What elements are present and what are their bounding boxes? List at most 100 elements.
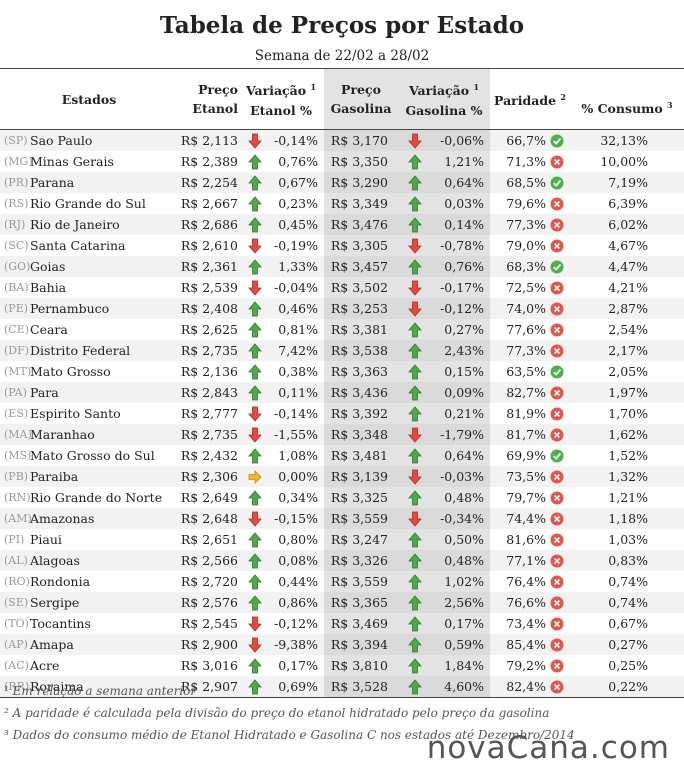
up-icon <box>408 153 422 169</box>
price-etanol: R$ 2,254 <box>178 172 238 193</box>
variation-wrap: 1,08% <box>238 447 324 464</box>
variation-cell: 0,76% <box>398 256 490 277</box>
variation-wrap: 0,48% <box>398 552 490 569</box>
up-icon <box>408 384 422 400</box>
state-abbr: (SC) <box>4 239 29 252</box>
parity-wrap: 68,3% <box>490 259 570 275</box>
up-icon <box>408 363 422 379</box>
price-gasolina: R$ 3,502 <box>324 277 398 298</box>
state-name: Parana <box>30 172 178 193</box>
header-sup: 3 <box>667 99 673 110</box>
up-icon <box>408 405 422 421</box>
parity-value: 74,0% <box>506 301 546 316</box>
variation-wrap: -0,12% <box>398 301 490 317</box>
parity-cell: 81,6% <box>490 529 570 550</box>
up-icon <box>408 258 422 274</box>
variation-wrap: 0,17% <box>398 615 490 632</box>
up-icon <box>248 363 262 379</box>
header-text: Gasolina % <box>405 102 483 118</box>
variation-cell: 0,09% <box>398 382 490 403</box>
variation-value: -0,34% <box>440 511 484 526</box>
price-etanol: R$ 2,667 <box>180 196 238 211</box>
table-row: (PA) Para R$ 2,843 0,11% R$ 3,436 0,09% 82,7% 1… <box>0 382 684 403</box>
state-abbr: (PA) <box>0 382 30 403</box>
up-icon <box>408 573 422 589</box>
variation-wrap: 1,21% <box>398 153 490 170</box>
variation-value: 0,67% <box>278 175 318 190</box>
parity-value: 77,6% <box>506 322 546 337</box>
no-icon <box>550 512 564 525</box>
price-etanol: R$ 2,136 <box>180 364 238 379</box>
parity-cell: 74,0% <box>490 298 570 319</box>
variation-wrap: -0,17% <box>398 280 490 296</box>
up-icon <box>248 300 262 316</box>
up-icon <box>248 384 262 400</box>
variation-cell: 0,27% <box>398 319 490 340</box>
parity-wrap: 79,7% <box>490 490 570 506</box>
variation-wrap: 0,21% <box>398 405 490 422</box>
down-icon <box>408 133 422 149</box>
state-name: Maranhao <box>30 424 178 445</box>
state-name: Bahia <box>30 280 67 295</box>
state-name: Pernambuco <box>30 298 178 319</box>
state-name: Para <box>30 382 178 403</box>
parity-cell: 81,7% <box>490 424 570 445</box>
price-etanol: R$ 2,649 <box>180 490 238 505</box>
variation-wrap: 0,86% <box>238 594 324 611</box>
state-abbr: (PR) <box>0 172 30 193</box>
variation-cell: -9,38% <box>238 634 324 655</box>
parity-cell: 79,2% <box>490 655 570 676</box>
state-abbr: (RJ) <box>0 214 30 235</box>
header-text: Gasolina <box>330 101 392 116</box>
variation-value: 0,86% <box>278 595 318 610</box>
variation-cell: -0,78% <box>398 235 490 256</box>
price-etanol: R$ 2,408 <box>178 298 238 319</box>
down-icon <box>248 637 262 653</box>
variation-wrap: -0,03% <box>398 469 490 485</box>
parity-value: 74,4% <box>506 511 546 526</box>
up-icon <box>408 321 422 337</box>
variation-cell: 1,33% <box>238 256 324 277</box>
parity-value: 82,4% <box>506 679 546 694</box>
up-icon <box>248 573 262 589</box>
variation-cell: -0,17% <box>398 277 490 298</box>
price-etanol: R$ 2,625 <box>180 322 238 337</box>
variation-value: 0,69% <box>278 679 318 694</box>
parity-wrap: 72,5% <box>490 280 570 296</box>
no-icon <box>550 407 564 420</box>
no-icon <box>550 218 564 231</box>
table-row: (SE) Sergipe R$ 2,576 0,86% R$ 3,365 2,56% 76,… <box>0 592 684 613</box>
table-row: (AC) Acre R$ 3,016 0,17% R$ 3,810 1,84% 79,2% 0… <box>0 655 684 676</box>
parity-value: 79,0% <box>506 238 546 253</box>
variation-value: -0,14% <box>274 133 318 148</box>
price-gasolina: R$ 3,457 <box>324 256 398 277</box>
price-gasolina: R$ 3,481 <box>324 445 398 466</box>
state-name: Goias <box>30 256 178 277</box>
variation-value: 1,02% <box>444 574 484 589</box>
variation-cell: 0,38% <box>238 361 324 382</box>
variation-cell: 0,45% <box>238 214 324 235</box>
state-abbr: (DF) <box>0 340 30 361</box>
variation-cell: 0,64% <box>398 445 490 466</box>
up-icon <box>248 321 262 337</box>
column-header: Estados <box>0 68 178 130</box>
down-icon <box>248 238 262 254</box>
state-name: Santa Catarina <box>30 238 126 253</box>
parity-wrap: 76,4% <box>490 574 570 590</box>
price-etanol: R$ 2,843 <box>178 382 238 403</box>
variation-value: -0,12% <box>440 301 484 316</box>
price-gasolina: R$ 3,436 <box>324 382 398 403</box>
parity-wrap: 81,9% <box>490 406 570 422</box>
parity-value: 82,7% <box>506 385 546 400</box>
header-sup: 1 <box>310 82 317 93</box>
table-row: (PB) Paraiba R$ 2,306 0,00% R$ 3,139 -0,03% 73… <box>0 466 684 487</box>
price-etanol: R$ 2,566 <box>178 550 238 571</box>
ok-icon <box>550 449 564 462</box>
price-etanol: R$ 2,651 <box>180 532 238 547</box>
ok-icon <box>550 176 564 189</box>
table-row: (PI) Piaui R$ 2,651 0,80% R$ 3,247 0,50% 81,6%… <box>0 529 684 550</box>
state-abbr: (AM) <box>0 508 32 529</box>
variation-value: 2,43% <box>444 343 484 358</box>
parity-cell: 81,9% <box>490 403 570 424</box>
